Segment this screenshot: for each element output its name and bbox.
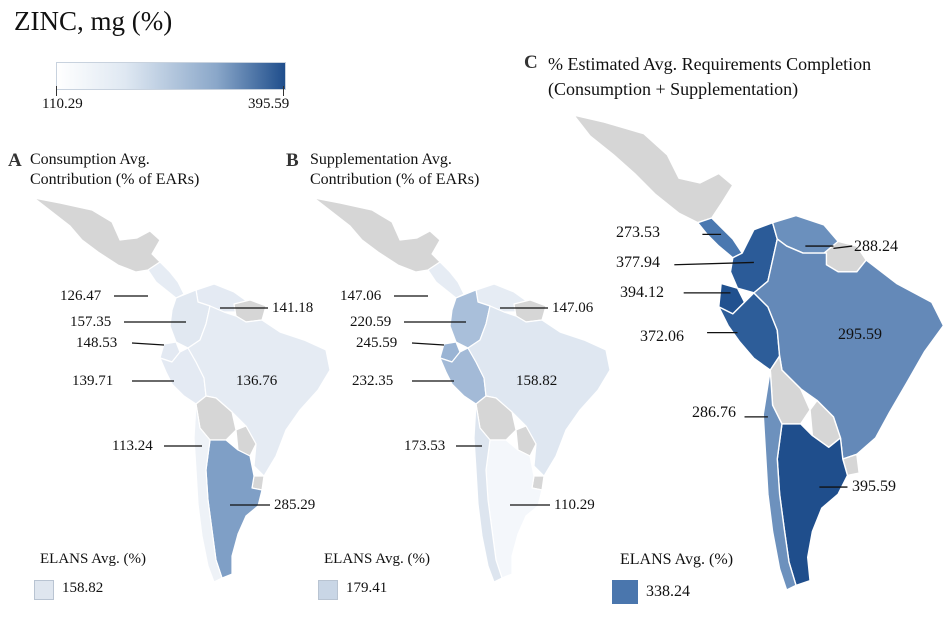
panel-b-value-argentina: 110.29 [554, 497, 595, 513]
map-c-central-america [697, 217, 743, 259]
panel-a-value-argentina: 285.29 [274, 497, 316, 513]
panel-c-title-line1: % Estimated Avg. Requirements Completion [548, 54, 872, 74]
panel-a-value-central-america: 126.47 [60, 288, 102, 304]
figure-title: ZINC, mg (%) [14, 6, 173, 36]
panel-a-legend-swatch [34, 580, 54, 600]
panel-a-title-line2: Contribution (% of EARs) [30, 171, 200, 188]
panel-a-value-ecuador: 148.53 [76, 335, 118, 351]
panel-a-value-venezuela: 141.18 [272, 300, 314, 316]
panel-b-title-line1: Supplementation Avg. [310, 151, 452, 168]
panel-c-legend-label: ELANS Avg. (%) [620, 551, 734, 568]
map-b-mexico [313, 197, 441, 273]
panel-c-legend-swatch [612, 580, 638, 604]
scale-max-label: 395.59 [248, 96, 290, 112]
panel-c-value-argentina: 395.59 [852, 478, 896, 495]
map-b [313, 197, 611, 583]
map-b-central-america [427, 261, 465, 299]
panel-c-value-colombia: 377.94 [616, 254, 660, 271]
map-b-leaders [394, 295, 550, 506]
map-a-mexico [33, 197, 161, 273]
panel-c-value-ecuador: 394.12 [620, 284, 664, 301]
panel-a-letter: A [8, 150, 22, 171]
panel-b-value-brazil: 158.82 [516, 373, 558, 389]
panel-a-value-peru: 139.71 [72, 373, 114, 389]
panel-b-value-colombia: 220.59 [350, 314, 392, 330]
panel-c-value-central-america: 273.53 [616, 224, 660, 241]
scale-max-tick [283, 86, 284, 96]
panel-a-value-brazil: 136.76 [236, 373, 278, 389]
panel-a-legend-value: 158.82 [62, 580, 104, 596]
panel-c-legend-value: 338.24 [646, 583, 690, 600]
panel-b-letter: B [286, 150, 299, 171]
map-a-central-america [147, 261, 185, 299]
map-a-paraguay [235, 425, 257, 457]
panel-b-legend-label: ELANS Avg. (%) [324, 551, 430, 567]
panel-b-value-chile: 173.53 [404, 438, 446, 454]
panel-c-value-peru: 372.06 [640, 328, 684, 345]
map-b-chile [473, 403, 503, 583]
panel-b-legend-swatch [318, 580, 338, 600]
panel-b-legend-value: 179.41 [346, 580, 388, 596]
map-a-leaders [114, 295, 270, 506]
panel-a-value-colombia: 157.35 [70, 314, 112, 330]
map-a-chile [193, 403, 223, 583]
map-c-leaders [674, 233, 853, 488]
panel-b-value-central-america: 147.06 [340, 288, 382, 304]
panel-b-value-peru: 232.35 [352, 373, 394, 389]
panel-a-value-chile: 113.24 [112, 438, 153, 454]
panel-c-value-chile: 286.76 [692, 404, 736, 421]
panel-b-title-line2: Contribution (% of EARs) [310, 171, 480, 188]
panel-a-title-line1: Consumption Avg. [30, 151, 150, 168]
map-c [572, 114, 945, 591]
panel-c-value-venezuela: 288.24 [854, 238, 898, 255]
map-b-paraguay [515, 425, 537, 457]
panel-b-value-venezuela: 147.06 [552, 300, 594, 316]
panel-c-letter: C [524, 52, 538, 73]
panel-c-title-line2: (Consumption + Supplementation) [548, 79, 799, 99]
map-a [33, 197, 331, 583]
scale-min-tick [56, 86, 57, 96]
scale-min-label: 110.29 [42, 96, 83, 112]
panel-c-value-brazil: 295.59 [838, 326, 882, 343]
panel-b-value-ecuador: 245.59 [356, 335, 398, 351]
color-scale-bar [56, 62, 286, 90]
panel-a-legend-label: ELANS Avg. (%) [40, 551, 146, 567]
map-c-chile [762, 369, 797, 591]
map-c-mexico [572, 114, 734, 224]
